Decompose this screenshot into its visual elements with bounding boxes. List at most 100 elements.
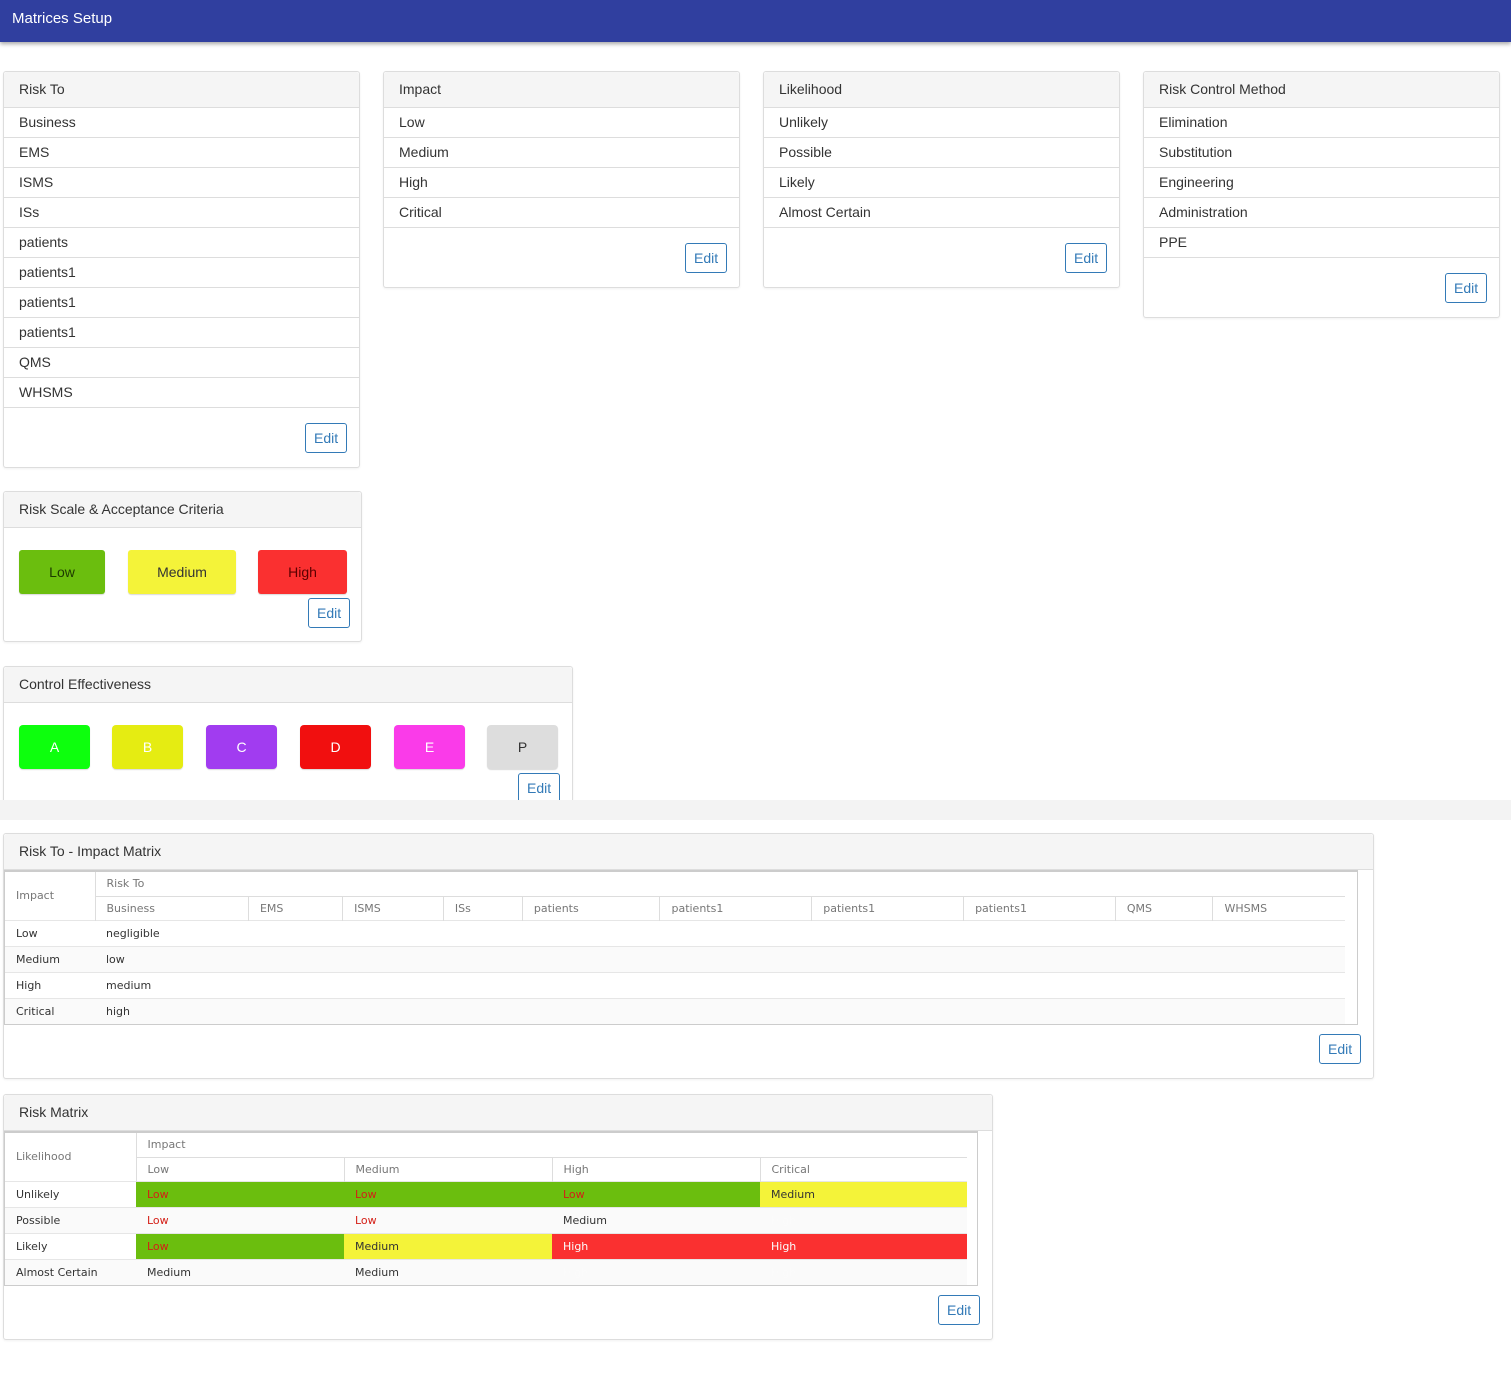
page-title: Matrices Setup — [12, 10, 113, 27]
column-header: Critical — [759, 1156, 967, 1181]
effectiveness-c[interactable]: C — [206, 725, 277, 769]
risk-cell[interactable]: Low — [344, 1180, 552, 1207]
likelihood-panel: Likelihood Unlikely Possible Likely Almo… — [763, 71, 1120, 288]
column-header: patients — [521, 895, 660, 920]
risk-cell[interactable]: Low — [344, 1206, 552, 1233]
effectiveness-a[interactable]: A — [19, 725, 90, 769]
risk-matrix-edit-button[interactable]: Edit — [938, 1295, 981, 1325]
column-header: WHSMS — [1212, 895, 1345, 920]
risk-level-low[interactable]: Low — [19, 550, 105, 594]
effectiveness-e[interactable]: E — [394, 725, 465, 769]
row-label: High — [5, 971, 95, 998]
risk-cell[interactable]: Low — [136, 1232, 344, 1259]
risk-level-medium[interactable]: Medium — [128, 550, 236, 594]
risk-cell[interactable]: High — [552, 1258, 760, 1285]
risk-cell[interactable]: High — [760, 1232, 967, 1259]
likelihood-edit-button[interactable]: Edit — [1065, 243, 1108, 273]
control-effectiveness-heading: Control Effectiveness — [4, 667, 572, 703]
risk-matrix-table-frame — [4, 1131, 978, 1286]
risk-scale-edit-button[interactable]: Edit — [308, 598, 351, 628]
table-row: Almost Certain Medium Medium High High — [5, 1258, 967, 1285]
table-cell: high — [95, 997, 249, 1024]
risk-to-edit-button[interactable]: Edit — [305, 423, 348, 453]
column-header: Business — [94, 895, 249, 920]
list-item: patients1 — [4, 258, 359, 288]
table-row: Low negligible — [5, 919, 1345, 946]
risk-control-method-edit-button[interactable]: Edit — [1445, 273, 1488, 303]
risk-cell[interactable]: Medium — [136, 1258, 344, 1285]
row-label: Possible — [5, 1206, 136, 1233]
table-row: Critical high — [5, 997, 1345, 1024]
likelihood-heading: Likelihood — [764, 72, 1119, 108]
table-row: High medium — [5, 971, 1345, 998]
risk-cell[interactable]: High — [760, 1258, 967, 1285]
row-label: Low — [5, 919, 95, 946]
row-label: Medium — [5, 945, 95, 972]
list-item: patients1 — [4, 288, 359, 318]
table-group-header: Impact — [135, 1133, 967, 1157]
impact-heading: Impact — [384, 72, 739, 108]
column-header: patients1 — [659, 895, 812, 920]
list-item: Low — [384, 108, 739, 138]
list-item: Engineering — [1144, 168, 1499, 198]
list-item: EMS — [4, 138, 359, 168]
risk-level-high[interactable]: High — [258, 550, 347, 594]
table-corner-header: Likelihood — [16, 1150, 72, 1164]
list-item: QMS — [4, 348, 359, 378]
list-item: Elimination — [1144, 108, 1499, 138]
risk-to-list: Business EMS ISMS ISs patients patients1… — [4, 108, 359, 408]
risk-scale-heading: Risk Scale & Acceptance Criteria — [4, 492, 361, 528]
risk-cell[interactable]: Medium — [344, 1232, 552, 1259]
table-row: Medium low — [5, 945, 1345, 972]
risk-to-impact-matrix-edit-button[interactable]: Edit — [1319, 1034, 1362, 1064]
row-label: Likely — [5, 1232, 136, 1259]
risk-cell[interactable]: Low — [136, 1206, 344, 1233]
column-header: Low — [135, 1156, 344, 1181]
risk-cell[interactable]: High — [760, 1206, 967, 1233]
impact-edit-button[interactable]: Edit — [685, 243, 728, 273]
effectiveness-p[interactable]: P — [487, 725, 558, 769]
impact-panel: Impact Low Medium High Critical Edit — [383, 71, 740, 288]
row-label: Critical — [5, 997, 95, 1024]
control-effectiveness-edit-button[interactable]: Edit — [518, 773, 561, 803]
list-item: Medium — [384, 138, 739, 168]
list-item: Critical — [384, 198, 739, 228]
list-item: Substitution — [1144, 138, 1499, 168]
risk-cell[interactable]: Medium — [552, 1206, 760, 1233]
table-cell: medium — [95, 971, 249, 998]
effectiveness-b[interactable]: B — [112, 725, 183, 769]
risk-scale-panel: Risk Scale & Acceptance Criteria Low Med… — [3, 491, 362, 642]
risk-to-impact-matrix-heading: Risk To - Impact Matrix — [4, 834, 1373, 870]
column-header: QMS — [1114, 895, 1213, 920]
section-divider — [0, 800, 1511, 820]
risk-cell[interactable]: Low — [136, 1180, 344, 1207]
column-header: High — [551, 1156, 760, 1181]
list-item: patients1 — [4, 318, 359, 348]
risk-matrix-panel: Risk Matrix Likelihood Impact Low Medium… — [3, 1094, 993, 1340]
risk-cell[interactable]: Medium — [344, 1258, 552, 1285]
risk-matrix-table: Likelihood Impact Low Medium High Critic… — [5, 1133, 967, 1285]
list-item: Likely — [764, 168, 1119, 198]
column-header: Medium — [343, 1156, 552, 1181]
list-item: Unlikely — [764, 108, 1119, 138]
risk-to-impact-table-frame — [4, 870, 1358, 1025]
table-row: Possible Low Low Medium High — [5, 1206, 967, 1233]
list-item: Almost Certain — [764, 198, 1119, 228]
column-header: ISs — [442, 895, 523, 920]
risk-to-heading: Risk To — [4, 72, 359, 108]
risk-cell[interactable]: Low — [552, 1180, 760, 1207]
column-header: patients1 — [963, 895, 1116, 920]
risk-cell[interactable]: High — [552, 1232, 760, 1259]
table-cell: low — [95, 945, 249, 972]
list-item: patients — [4, 228, 359, 258]
risk-to-panel: Risk To Business EMS ISMS ISs patients p… — [3, 71, 360, 468]
table-cell: negligible — [95, 919, 249, 946]
table-group-header: Risk To — [94, 872, 1345, 896]
risk-matrix-heading: Risk Matrix — [4, 1095, 992, 1131]
list-item: ISs — [4, 198, 359, 228]
effectiveness-d[interactable]: D — [300, 725, 371, 769]
table-row: Unlikely Low Low Low Medium — [5, 1180, 967, 1207]
column-header: patients1 — [811, 895, 964, 920]
list-item: Business — [4, 108, 359, 138]
risk-cell[interactable]: Medium — [760, 1180, 967, 1207]
